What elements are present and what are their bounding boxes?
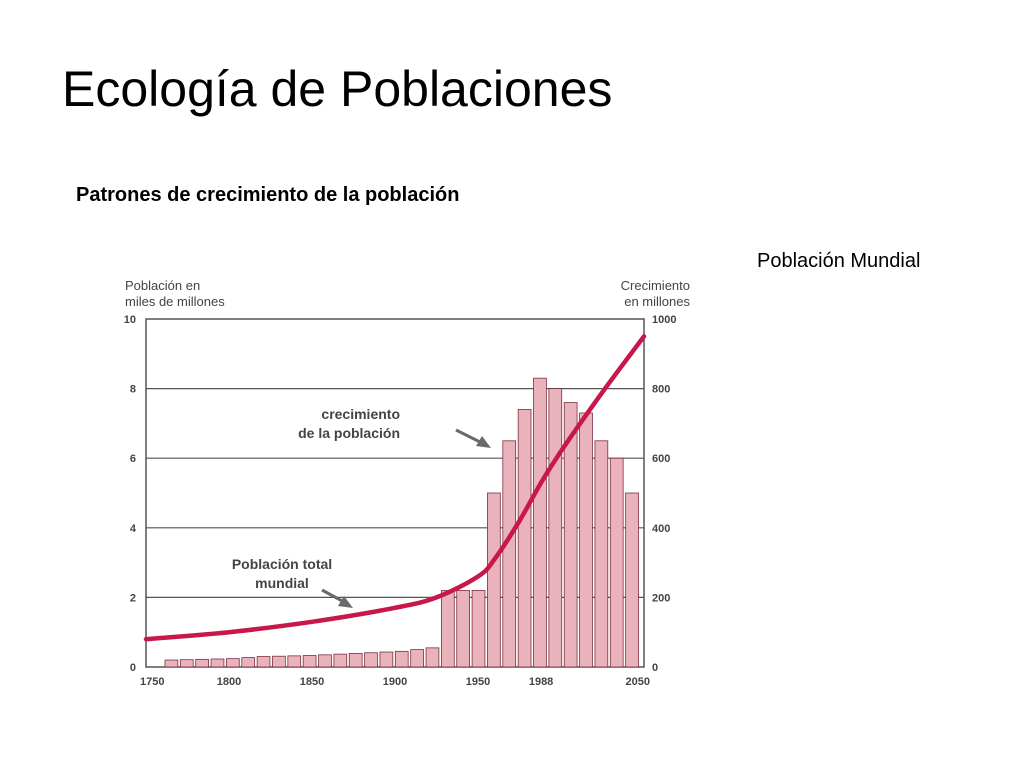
chart-bar [210, 658, 225, 668]
chart-bar [609, 457, 624, 668]
chart-bar [256, 656, 271, 668]
right-tick-label: 0 [652, 662, 658, 674]
chart-bar [456, 590, 470, 668]
chart-bar [487, 492, 501, 668]
line-layer [143, 334, 647, 642]
x-tick-label: 1750 [140, 676, 164, 688]
annotation-total-arrow [321, 588, 345, 604]
chart-bar [195, 658, 209, 668]
right-tick-label: 400 [652, 523, 670, 535]
annotations: crecimiento de la población Población tota… [232, 406, 491, 608]
chart-bar [579, 412, 593, 668]
chart-bar [318, 654, 332, 668]
slide-subtitle: Patrones de crecimiento de la población [76, 184, 460, 206]
right-tick-label: 1000 [652, 314, 676, 326]
right-tick-label: 200 [652, 592, 670, 604]
chart-bar [287, 655, 302, 668]
ticks: 0 2 4 6 8 10 0 200 400 600 800 1000 1750 1800 1850 1900… [124, 314, 677, 688]
chart-bar [471, 590, 486, 668]
population-chart: Población en miles de millones Crecimien… [124, 278, 691, 688]
left-tick-label: 4 [130, 523, 137, 535]
chart-bar [302, 655, 317, 668]
right-axis-label-line-2: en millones [624, 294, 690, 309]
chart-bar [394, 650, 409, 668]
population-line [143, 334, 647, 642]
annotation-growth-line-1: crecimiento [321, 406, 400, 422]
chart-bar [533, 377, 547, 668]
chart-bar [517, 409, 532, 668]
left-tick-label: 2 [130, 592, 136, 604]
annotation-total-arrowhead [338, 596, 353, 608]
slide-title: Ecología de Poblaciones [62, 61, 613, 117]
x-tick-label: 1988 [529, 676, 553, 688]
right-axis-label-line-1: Crecimiento [621, 278, 690, 293]
chart-bar [333, 653, 348, 668]
left-axis-label-line-2: miles de millones [125, 294, 225, 309]
left-tick-label: 0 [130, 662, 136, 674]
left-tick-label: 8 [130, 384, 136, 396]
chart-bar [226, 658, 240, 668]
chart-bar [272, 655, 286, 668]
annotation-total-line-1: Población total [232, 556, 332, 572]
x-tick-label: 2050 [626, 676, 650, 688]
right-tick-label: 600 [652, 453, 670, 465]
chart-bar [625, 492, 639, 668]
chart-bar [164, 659, 179, 668]
chart-bar [425, 647, 440, 668]
chart-bar [548, 388, 563, 668]
right-axis-label: Crecimiento en millones [621, 278, 691, 309]
x-tick-label: 1900 [383, 676, 407, 688]
bars [164, 377, 639, 668]
annotation-growth-line-2: de la población [298, 425, 400, 441]
chart-caption: Población Mundial [757, 250, 921, 272]
chart-bar [502, 440, 517, 668]
left-tick-label: 6 [130, 453, 136, 465]
x-tick-label: 1800 [217, 676, 241, 688]
chart-bar [379, 651, 394, 668]
chart-bar [364, 652, 378, 668]
right-tick-label: 800 [652, 384, 670, 396]
left-tick-label: 10 [124, 314, 136, 326]
chart-bar [241, 657, 256, 668]
chart-bar [440, 590, 455, 668]
left-axis-label: Población en miles de millones [125, 278, 225, 309]
x-tick-label: 1850 [300, 676, 324, 688]
chart-bar [594, 440, 609, 668]
chart-bar [563, 402, 578, 668]
annotation-total-line-2: mundial [255, 575, 309, 591]
annotation-growth-arrowhead [476, 436, 491, 448]
chart-bar [410, 649, 424, 668]
x-tick-label: 1950 [466, 676, 490, 688]
chart-bar [348, 653, 363, 668]
left-axis-label-line-1: Población en [125, 278, 200, 293]
chart-bar [179, 659, 194, 668]
